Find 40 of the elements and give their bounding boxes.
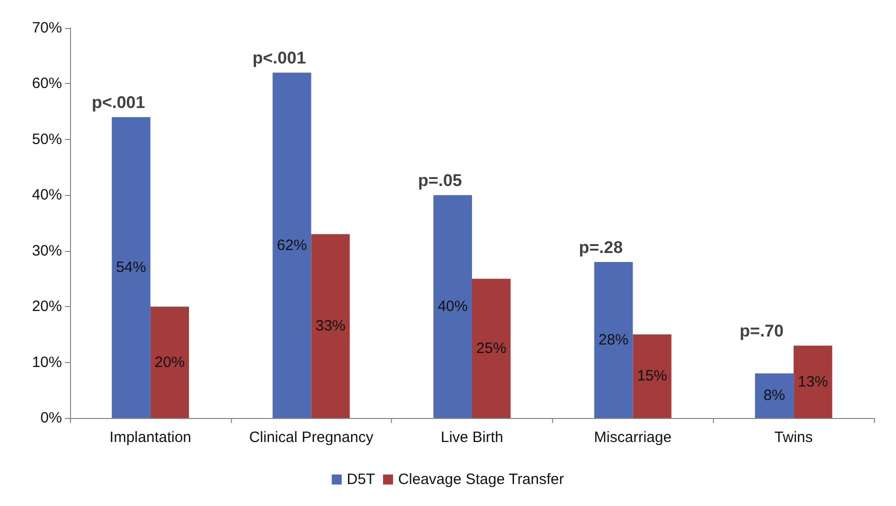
data-label: 54% [116, 259, 146, 276]
legend-label: D5T [346, 471, 376, 488]
y-tick-label: 30% [32, 242, 62, 260]
x-tick-label: Twins [774, 429, 813, 446]
x-tick-label: Implantation [110, 429, 192, 446]
y-tick-label: 40% [32, 186, 62, 204]
data-label: 15% [637, 368, 668, 385]
bar [594, 262, 633, 418]
x-tick-label: Miscarriage [594, 429, 672, 446]
y-tick-label: 10% [32, 354, 62, 371]
annotation: p<.001 [252, 48, 306, 68]
y-tick-label: 0% [40, 410, 62, 426]
data-label: 40% [438, 298, 468, 316]
y-tick-label: 60% [32, 75, 62, 92]
bar [794, 346, 832, 418]
y-tick-label: 70% [32, 20, 62, 36]
y-tick-label: 20% [32, 298, 62, 316]
data-label: 33% [315, 318, 346, 335]
bar [112, 117, 150, 418]
x-tick-label: Live Birth [440, 429, 504, 446]
bar [272, 72, 312, 418]
y-tick-label: 50% [32, 130, 62, 148]
bar [433, 195, 472, 418]
data-label: 25% [476, 340, 506, 357]
data-label: 20% [154, 354, 185, 371]
legend-label: Cleavage Stage Transfer [398, 471, 564, 488]
annotation: p=.05 [418, 171, 462, 190]
data-label: 8% [763, 387, 786, 404]
data-label: 62% [276, 236, 307, 254]
data-label: 13% [798, 373, 828, 390]
bar [632, 334, 672, 418]
annotation: p=.70 [740, 322, 784, 341]
bar [311, 234, 350, 418]
data-label: 28% [598, 332, 629, 348]
annotation: p=.28 [578, 238, 623, 257]
bar [150, 306, 189, 418]
x-tick-label: Clinical Pregnancy [249, 429, 374, 446]
bar [755, 373, 794, 418]
annotation: p<.001 [92, 93, 146, 112]
bar [472, 278, 511, 418]
